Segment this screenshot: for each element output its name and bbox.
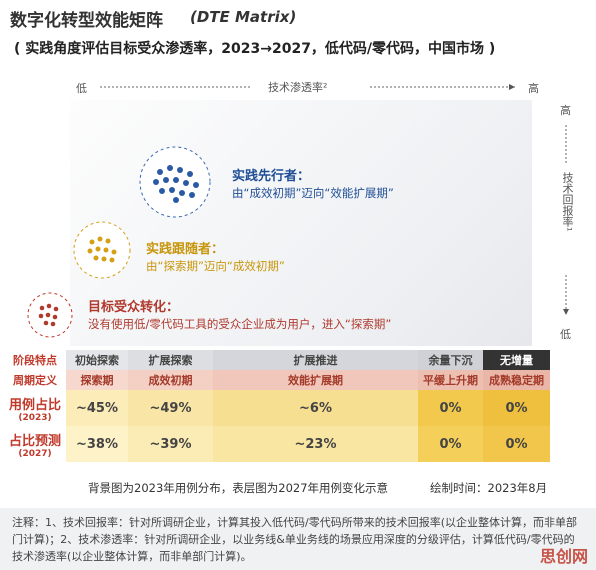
group-title: 实践先行者：: [232, 169, 311, 184]
table-cell: 0%: [483, 426, 550, 462]
table-cell: 0%: [418, 390, 483, 426]
subtitle: ( 实践角度评估目标受众渗透率，2023→2027，低代码/零代码，中国市场 ): [14, 41, 496, 57]
matrix-background: [70, 100, 532, 346]
table-cell: 余量下沉: [418, 350, 483, 370]
group-title: 实践跟随者：: [146, 242, 225, 257]
dot-cluster: [153, 165, 199, 203]
table-cell: 效能扩展期: [213, 370, 418, 390]
row-label: 用例占比 (2023): [4, 390, 66, 426]
table-cell: ~49%: [128, 390, 213, 426]
table-cell: 探索期: [66, 370, 128, 390]
row-label: 占比预测 (2027): [4, 426, 66, 462]
table-cell: ~6%: [213, 390, 418, 426]
title: 数字化转型效能矩阵: [10, 11, 163, 31]
group-text: 由“成效初期”迈向“效能扩展期”: [232, 186, 394, 200]
table-cell: ~39%: [128, 426, 213, 462]
table-cell: ~38%: [66, 426, 128, 462]
group-title: 目标受众转化：: [88, 300, 180, 315]
y-axis-high: 高: [560, 104, 571, 117]
axes: [27, 84, 569, 338]
row-label-text: 阶段特点: [13, 354, 57, 367]
table-cell: 无增量: [483, 350, 550, 370]
group-text: 由“探索期”迈向“成效初期”: [146, 259, 285, 273]
y-axis-low: 低: [560, 328, 571, 341]
row-label-text: 周期定义: [13, 374, 57, 387]
watermark: 思创网: [539, 547, 588, 566]
stage-table: 阶段特点 初始探索 扩展探索 扩展推进 余量下沉 无增量 周期定义 探索期 成效初期 效能扩展期平…: [4, 350, 550, 462]
x-axis-label: 技术渗透率²: [268, 81, 328, 94]
table-cell: 0%: [483, 390, 550, 426]
table-row: 周期定义 探索期 成效初期 效能扩展期 平缓上升期 成熟稳定期: [4, 370, 550, 390]
x-axis-low: 低: [76, 82, 87, 95]
group-text: 没有使用低/零代码工具的受众企业成为用户，进入“探索期”: [88, 317, 392, 331]
y-axis-label: 技术回报率¹: [561, 172, 574, 232]
table-cell: 0%: [418, 426, 483, 462]
cluster-ring: [73, 221, 131, 279]
caption-date: 绘制时间：2023年8月: [430, 481, 548, 495]
table-cell: 初始探索: [66, 350, 128, 370]
table-cell: 成熟稳定期: [483, 370, 550, 390]
table-row: 占比预测 (2027) ~38% ~39% ~23% 0% 0%: [4, 426, 550, 462]
dot-cluster: [38, 303, 59, 327]
table-cell: 扩展探索: [128, 350, 213, 370]
dot-cluster: [87, 236, 117, 263]
row-sublabel: (2027): [18, 448, 52, 459]
table-cell: 扩展推进: [213, 350, 418, 370]
row-sublabel: (2023): [18, 412, 52, 423]
title-en: (DTE Matrix): [190, 8, 297, 26]
row-label-text: 用例占比: [8, 397, 61, 413]
x-axis-high: 高: [528, 82, 539, 95]
row-label-text: 占比预测: [8, 433, 61, 449]
table-row: 用例占比 (2023) ~45% ~49% ~6% 0% 0%: [4, 390, 550, 426]
row-label: 阶段特点: [4, 350, 66, 370]
table-cell: ~45%: [66, 390, 128, 426]
table-cell: 成效初期: [128, 370, 213, 390]
table-row: 阶段特点 初始探索 扩展探索 扩展推进 余量下沉 无增量: [4, 350, 550, 370]
row-label: 周期定义: [4, 370, 66, 390]
table-cell: ~23%: [213, 426, 418, 462]
caption: 背景图为2023年用例分布，表层图为2027年用例变化示意: [88, 481, 389, 495]
table-cell: 平缓上升期: [418, 370, 483, 390]
footnote: 注释：1、技术回报率：针对所调研企业，计算其投入低代码/零代码所带来的技术回报率…: [0, 508, 596, 570]
